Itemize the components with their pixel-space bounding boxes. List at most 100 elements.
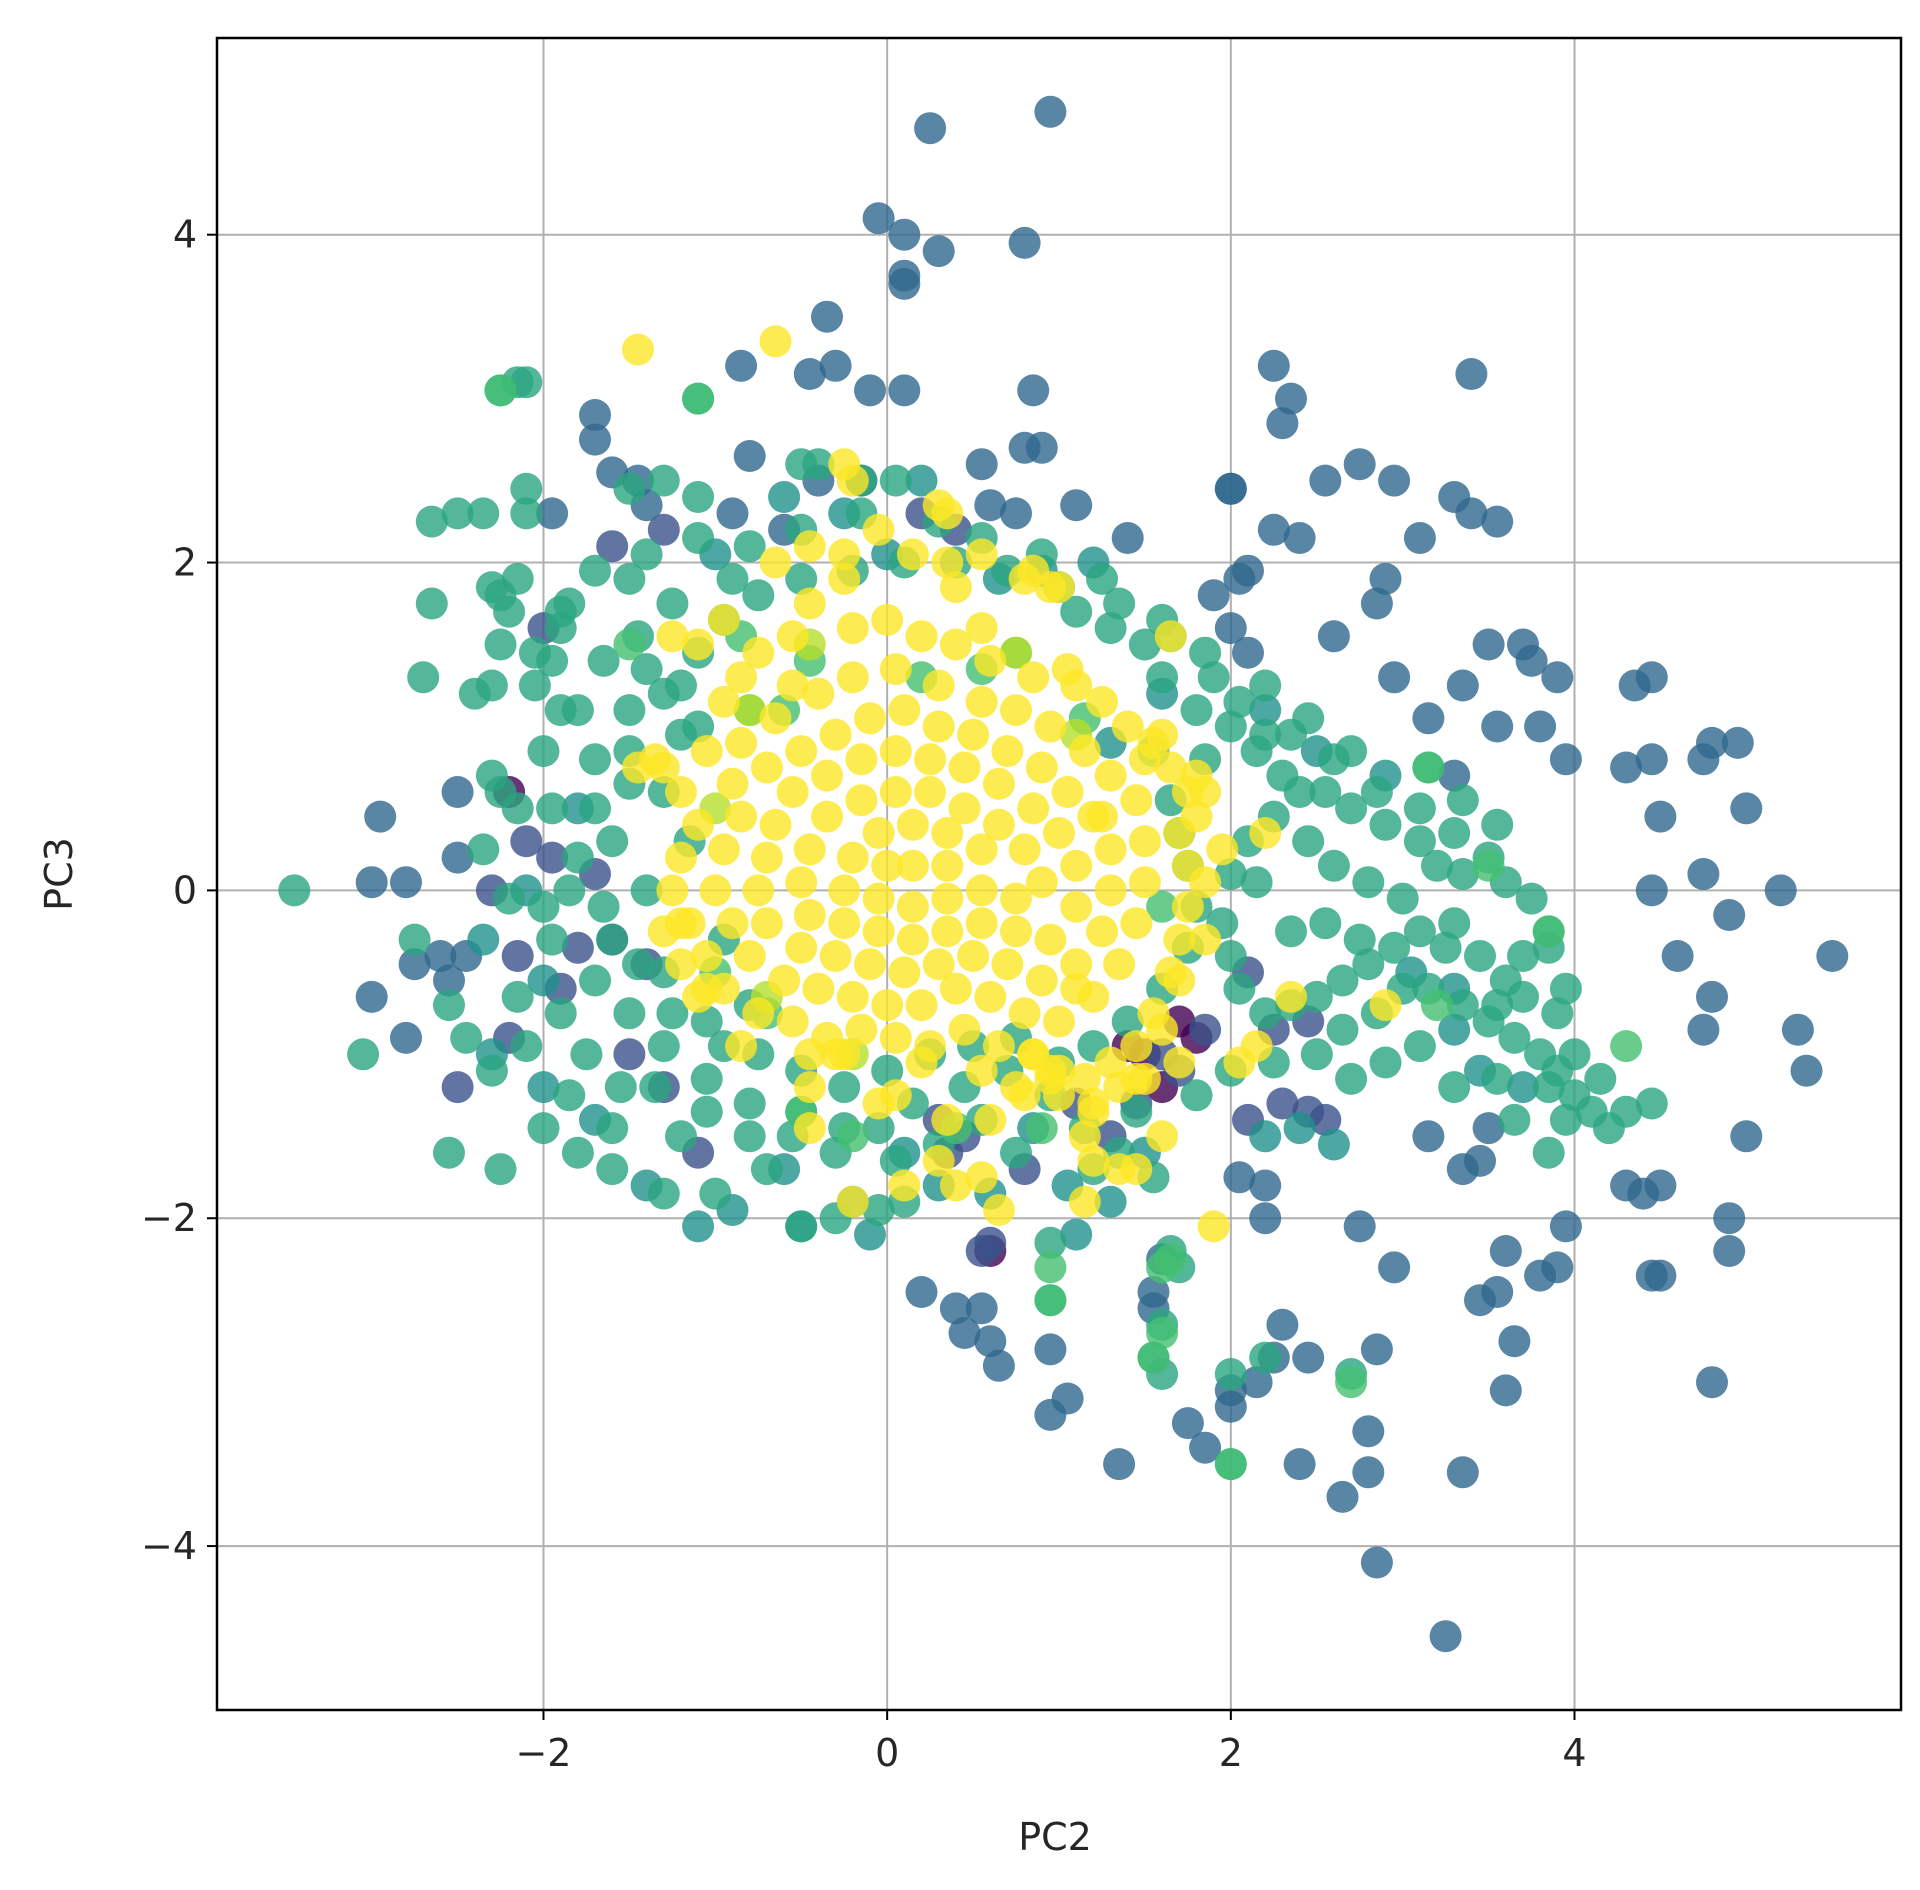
scatter-point (1000, 694, 1032, 727)
scatter-point (665, 948, 697, 981)
scatter-point (939, 1292, 972, 1325)
scatter-point (596, 825, 629, 858)
scatter-point (793, 1038, 826, 1071)
scatter-point (1163, 923, 1196, 956)
scatter-point (579, 743, 611, 776)
scatter-point (536, 841, 569, 874)
scatter-point (922, 1144, 955, 1177)
scatter-point (1086, 800, 1118, 833)
scatter-point (750, 1153, 783, 1186)
scatter-point (1644, 1259, 1677, 1292)
scatter-point (1455, 497, 1488, 530)
scatter-point (939, 628, 972, 661)
scatter-point (725, 1030, 758, 1063)
scatter-point (1128, 743, 1161, 776)
scatter-point (1249, 997, 1282, 1030)
scatter-point (1180, 1079, 1213, 1112)
scatter-point (1017, 554, 1050, 587)
scatter-point (819, 718, 852, 751)
scatter-point (613, 628, 646, 661)
scatter-point (1257, 513, 1290, 546)
scatter-point (1730, 1120, 1763, 1153)
scatter-point (854, 374, 886, 407)
scatter-point (1146, 1120, 1179, 1153)
scatter-point (682, 481, 715, 513)
scatter-point (1378, 661, 1411, 694)
x-tick-label: 0 (875, 1731, 899, 1775)
scatter-point (785, 735, 818, 768)
scatter-points (278, 95, 1849, 1653)
scatter-point (622, 751, 654, 784)
scatter-point (1481, 989, 1514, 1022)
scatter-point (1240, 1366, 1273, 1399)
scatter-point (665, 841, 697, 874)
y-tick-label: −4 (141, 1524, 197, 1568)
scatter-point (1498, 1325, 1531, 1358)
scatter-point (725, 800, 758, 833)
scatter-point (931, 1103, 964, 1136)
scatter-point (879, 776, 912, 808)
scatter-point (1790, 1054, 1823, 1087)
scatter-point (1025, 866, 1058, 899)
scatter-point (1171, 1407, 1204, 1440)
scatter-point (630, 653, 663, 686)
scatter-point (1472, 628, 1505, 661)
scatter-point (965, 612, 998, 645)
scatter-point (1060, 489, 1093, 522)
scatter-point (1214, 858, 1247, 890)
scatter-point (1189, 636, 1222, 669)
scatter-point (1111, 1005, 1144, 1038)
scatter-point (1352, 866, 1385, 899)
scatter-point (836, 464, 869, 497)
scatter-point (1403, 792, 1436, 825)
scatter-point (596, 1153, 629, 1186)
scatter-point (1438, 759, 1471, 792)
scatter-point (862, 1194, 895, 1226)
scatter-point (596, 530, 629, 563)
scatter-point (759, 808, 792, 841)
scatter-point (922, 235, 955, 268)
scatter-point (785, 931, 818, 964)
scatter-point (819, 1038, 852, 1071)
scatter-point (1309, 907, 1342, 940)
scatter-point (845, 1013, 878, 1046)
scatter-point (1412, 1120, 1445, 1153)
scatter-point (768, 964, 801, 997)
scatter-point (622, 333, 654, 366)
scatter-point (750, 751, 783, 784)
scatter-point (1412, 702, 1445, 735)
scatter-point (914, 112, 947, 145)
scatter-point (1086, 562, 1118, 595)
scatter-point (1386, 882, 1419, 915)
scatter-point (1378, 931, 1411, 964)
scatter-point (1446, 989, 1479, 1022)
scatter-point (922, 710, 955, 743)
scatter-point (1025, 751, 1058, 784)
scatter-point (1120, 1095, 1153, 1128)
scatter-point (441, 841, 474, 874)
scatter-point (1266, 407, 1299, 440)
scatter-point (1343, 448, 1376, 481)
scatter-point (931, 882, 964, 915)
scatter-point (1360, 1546, 1393, 1579)
scatter-point (991, 735, 1024, 768)
scatter-point (665, 718, 697, 751)
scatter-point (1266, 1087, 1299, 1120)
scatter-point (278, 874, 311, 907)
scatter-point (836, 980, 869, 1013)
scatter-point (965, 448, 998, 481)
scatter-point (879, 1021, 912, 1054)
scatter-point (613, 694, 646, 727)
scatter-point (1214, 1390, 1247, 1423)
scatter-point (1369, 562, 1402, 595)
scatter-point (1068, 1062, 1101, 1095)
scatter-point (656, 620, 689, 653)
scatter-point (1068, 1120, 1101, 1153)
scatter-point (579, 399, 611, 431)
scatter-point (759, 546, 792, 579)
scatter-point (536, 497, 569, 530)
x-tick-label: −2 (515, 1731, 571, 1775)
scatter-point (1060, 595, 1093, 628)
scatter-point (553, 587, 586, 620)
